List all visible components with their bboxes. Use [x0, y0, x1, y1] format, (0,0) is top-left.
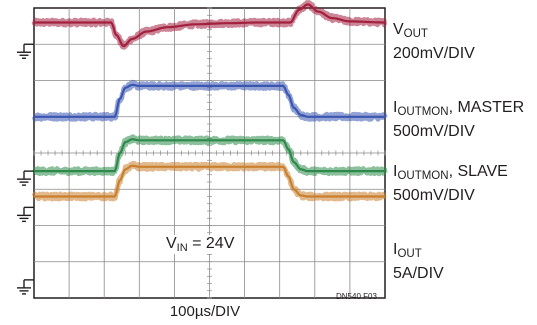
label-iout: IOUT 5A/DIV [393, 240, 444, 283]
label-master-main: I [393, 99, 398, 116]
ground-symbol-2 [17, 206, 34, 223]
ground-symbol-1 [17, 170, 34, 186]
label-slave-main: I [393, 163, 398, 180]
label-ioutmon-slave: IOUTMON, SLAVE 500mV/DIV [393, 162, 508, 205]
traces [31, 0, 388, 202]
graticule [33, 7, 386, 299]
label-slave-suffix: , SLAVE [448, 163, 508, 180]
label-vout: VOUT 200mV/DIV [393, 20, 475, 63]
vin-prefix: V [166, 235, 177, 252]
timebase-label: 100µs/DIV [169, 303, 241, 320]
ground-markers [17, 43, 34, 295]
label-vout-main: V [393, 21, 404, 38]
label-master-sub: OUTMON [397, 106, 449, 118]
label-iout-sub: OUT [397, 248, 422, 260]
ground-symbol-3 [17, 279, 34, 295]
label-vout-scale: 200mV/DIV [393, 45, 475, 62]
vin-sub: IN [176, 242, 188, 254]
label-iout-scale: 5A/DIV [393, 265, 444, 282]
label-slave-sub: OUTMON [397, 170, 449, 182]
trace-line-2 [34, 138, 385, 173]
label-slave-scale: 500mV/DIV [393, 187, 475, 204]
label-vout-sub: OUT [403, 28, 428, 40]
label-master-scale: 500mV/DIV [393, 123, 475, 140]
label-master-suffix: , MASTER [448, 99, 525, 116]
vin-suffix: = 24V [187, 235, 235, 252]
label-ioutmon-master: IOUTMON, MASTER 500mV/DIV [393, 98, 524, 141]
vin-annotation: VIN = 24V [164, 235, 237, 254]
trace-line-0 [34, 3, 385, 48]
trace-line-1 [34, 83, 385, 118]
ground-symbol-0 [17, 43, 34, 59]
trace-line-3 [34, 164, 385, 198]
label-iout-main: I [393, 241, 398, 258]
figure-id: DN540 F03 [336, 292, 377, 301]
